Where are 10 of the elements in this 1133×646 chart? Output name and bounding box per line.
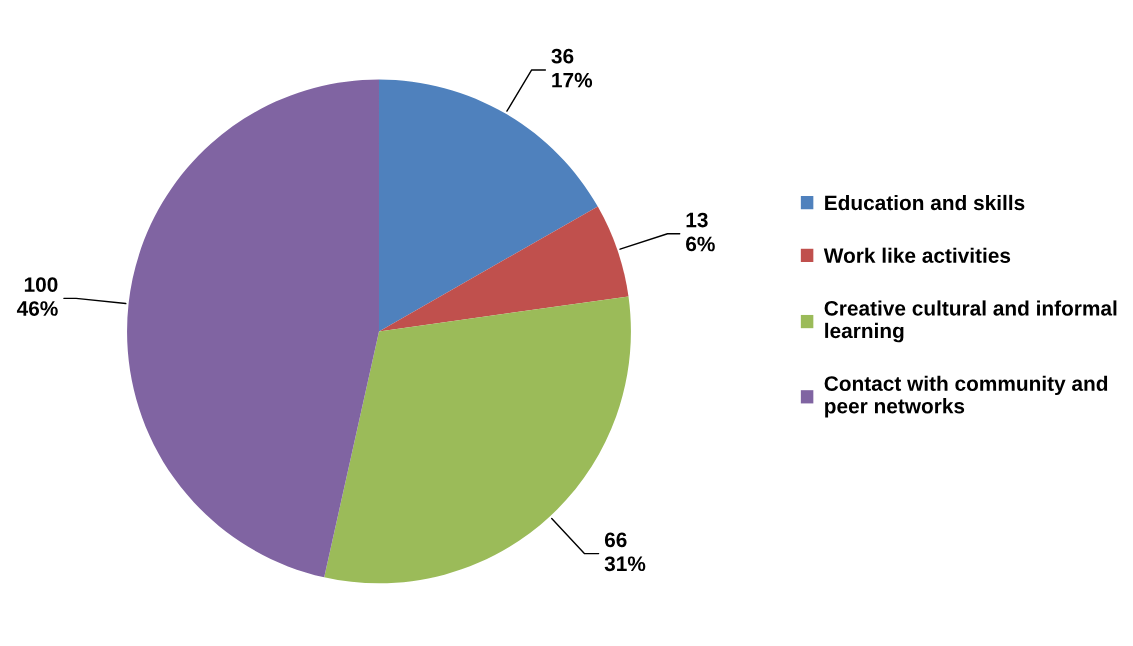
legend-label: Work like activities — [823, 247, 1011, 263]
pie-slice — [127, 79, 379, 578]
pie-slice — [378, 206, 629, 332]
data-label: 13 6% — [686, 212, 715, 252]
data-label: 100 46% — [16, 277, 58, 316]
legend-label: Contact with community and peer networks — [824, 375, 1108, 418]
legend-label: Creative cultural and informal learning — [824, 300, 1117, 343]
data-label: 66 31% — [604, 532, 646, 572]
legend-label: Education and skills — [825, 194, 1025, 211]
data-label: 36 17% — [551, 48, 593, 88]
